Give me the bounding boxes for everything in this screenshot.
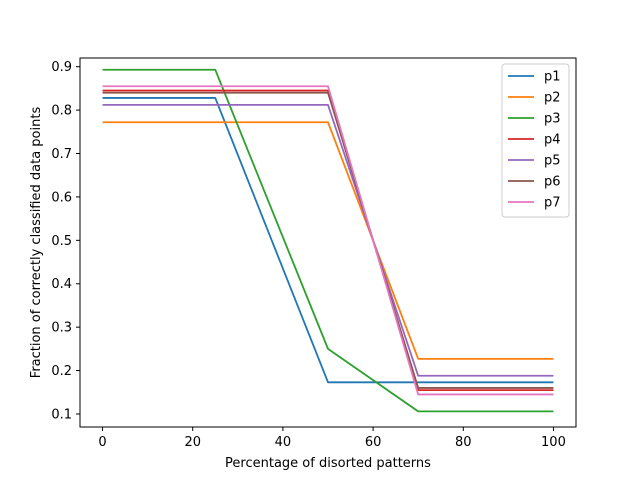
x-tick-label: 100 — [541, 435, 566, 450]
y-axis-label: Fraction of correctly classified data po… — [29, 107, 44, 379]
plot-area — [102, 68, 554, 413]
legend-label-p1: p1 — [544, 70, 561, 85]
legend-label-p6: p6 — [544, 175, 561, 190]
series-line-p3 — [102, 68, 554, 413]
y-tick-label: 0.5 — [51, 234, 72, 249]
legend-label-p3: p3 — [544, 112, 561, 127]
series-line-p5 — [102, 103, 554, 377]
y-tick-label: 0.7 — [51, 147, 72, 162]
series-line-p4 — [102, 89, 554, 392]
x-tick-label: 0 — [98, 435, 106, 450]
x-tick-label: 60 — [365, 435, 382, 450]
legend: p1 p2 p3 p4 p5 p6 p7 — [501, 63, 570, 218]
y-tick-label: 0.9 — [51, 60, 72, 75]
series-line-p1 — [102, 97, 554, 384]
x-tick-label: 40 — [275, 435, 292, 450]
y-tick-label: 0.6 — [51, 190, 72, 205]
legend-label-p5: p5 — [544, 154, 561, 169]
y-tick-label: 0.2 — [51, 364, 72, 379]
legend-label-p7: p7 — [544, 196, 561, 211]
series-line-p6 — [102, 91, 554, 389]
x-tick-label: 20 — [184, 435, 201, 450]
y-tick-label: 0.4 — [51, 277, 72, 292]
legend-label-p4: p4 — [544, 133, 561, 148]
y-tick-label: 0.8 — [51, 104, 72, 119]
y-tick-label: 0.1 — [51, 407, 72, 422]
axes-frame — [79, 57, 577, 428]
x-axis: 0 20 40 60 80 100 — [98, 427, 566, 450]
x-tick-label: 80 — [455, 435, 472, 450]
series-line-p7 — [102, 85, 554, 396]
legend-label-p2: p2 — [544, 91, 561, 106]
series-line-p2 — [102, 121, 554, 360]
y-tick-label: 0.3 — [51, 321, 72, 336]
y-axis: 0.1 0.2 0.3 0.4 0.5 0.6 0.7 0.8 0.9 — [51, 60, 80, 422]
x-axis-label: Percentage of disorted patterns — [225, 456, 431, 471]
legend-box — [501, 63, 570, 218]
